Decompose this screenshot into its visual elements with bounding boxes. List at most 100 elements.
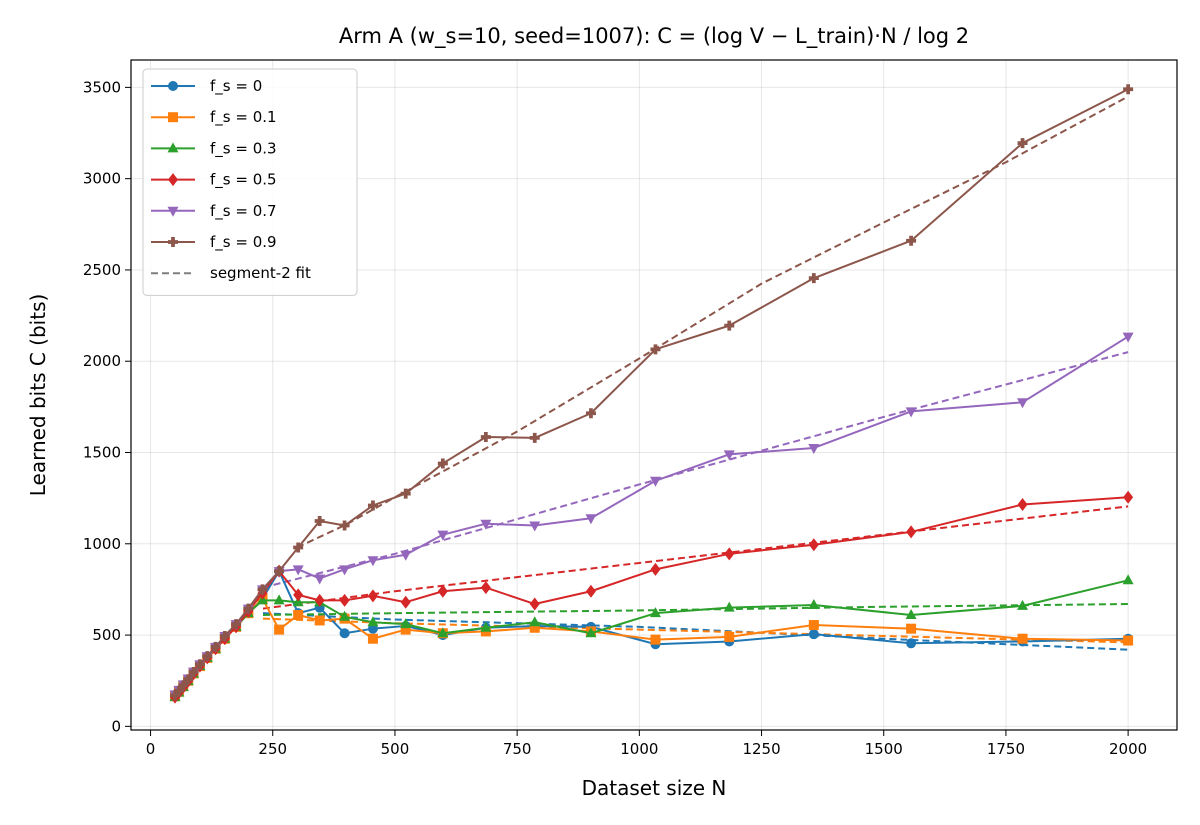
data-point	[400, 595, 411, 609]
data-point	[1017, 599, 1029, 610]
legend-label: f_s = 0.5	[210, 171, 277, 190]
x-tick-label: 500	[381, 740, 410, 758]
data-point	[1122, 332, 1134, 343]
data-point	[178, 680, 189, 691]
data-point	[1017, 633, 1028, 644]
x-tick-label: 2000	[1109, 740, 1147, 758]
x-tick-label: 1750	[987, 740, 1025, 758]
data-point	[724, 631, 735, 642]
data-point	[183, 674, 194, 685]
data-point	[243, 603, 254, 614]
data-point	[437, 458, 448, 469]
data-point	[219, 630, 230, 641]
data-point	[194, 659, 205, 670]
data-point	[529, 432, 540, 443]
series-line	[174, 597, 1129, 697]
data-point	[650, 344, 661, 355]
y-tick-label: 1000	[83, 535, 121, 553]
data-point	[314, 515, 325, 526]
y-tick-label: 2000	[83, 352, 121, 370]
data-point	[906, 623, 917, 634]
fit-line	[262, 505, 1129, 610]
data-point	[339, 628, 350, 639]
data-point	[808, 538, 819, 552]
legend-entry: f_s = 0.9	[151, 233, 277, 252]
y-axis: 0 500 1000 1500 2000 2500 3000 3500	[83, 78, 131, 735]
data-point	[906, 525, 917, 539]
legend-label: segment-2 fit	[210, 264, 311, 282]
y-tick-label: 500	[92, 626, 121, 644]
data-point	[529, 597, 540, 611]
data-point	[293, 588, 304, 602]
series	[169, 566, 1134, 702]
data-point	[257, 584, 268, 595]
data-point	[1123, 490, 1134, 504]
data-point	[167, 142, 179, 153]
data-point	[529, 521, 541, 532]
data-point	[273, 594, 285, 605]
data-point	[367, 616, 379, 627]
y-tick-label: 1500	[83, 444, 121, 462]
y-tick-label: 2500	[83, 261, 121, 279]
data-point	[293, 542, 304, 553]
x-tick-label: 1000	[620, 740, 658, 758]
legend-label: f_s = 0.1	[210, 108, 277, 127]
data-point	[480, 431, 491, 442]
data-point	[1017, 498, 1028, 512]
x-axis-title: Dataset size N	[582, 776, 727, 800]
data-point	[723, 601, 735, 612]
legend-label: f_s = 0	[210, 77, 262, 96]
data-point	[724, 547, 735, 561]
data-point	[231, 619, 242, 630]
legend-entry: f_s = 0.5	[151, 171, 277, 190]
data-point	[339, 565, 351, 576]
x-axis: 0 250 500 750 1000 1250 1500 1750 2000	[146, 730, 1147, 758]
data-point	[1123, 635, 1134, 646]
legend-entry: segment-2 fit	[151, 264, 311, 282]
y-tick-label: 3000	[83, 170, 121, 188]
fit-line	[262, 603, 1129, 616]
chart-title: Arm A (w_s=10, seed=1007): C = (log V − …	[339, 24, 969, 49]
data-point	[808, 273, 819, 284]
legend: f_s = 0 f_s = 0.1 f_s = 0.3 f_s = 0.5 f_s = …	[142, 68, 358, 296]
x-tick-label: 1500	[865, 740, 903, 758]
legend-label: f_s = 0.3	[210, 139, 277, 158]
x-tick-label: 250	[258, 740, 287, 758]
data-point	[400, 550, 412, 561]
data-point	[367, 556, 379, 567]
x-tick-label: 0	[146, 740, 156, 758]
data-point	[314, 574, 326, 585]
y-axis-title: Learned bits C (bits)	[26, 294, 50, 497]
data-point	[650, 562, 661, 576]
legend-label: f_s = 0.9	[210, 233, 277, 252]
data-point	[437, 530, 449, 541]
data-point	[314, 593, 325, 607]
data-point	[367, 633, 378, 644]
data-point	[437, 584, 448, 598]
legend-box	[142, 68, 358, 296]
fit-line	[262, 351, 1129, 589]
data-point	[585, 408, 596, 419]
data-point	[293, 609, 304, 620]
data-point	[274, 566, 285, 577]
data-point	[169, 690, 180, 701]
grid	[131, 60, 1177, 730]
data-point	[173, 685, 184, 696]
series-line	[174, 570, 1129, 697]
data-point	[168, 237, 178, 247]
data-point	[585, 584, 596, 598]
data-point	[367, 589, 378, 603]
data-point	[905, 608, 917, 619]
data-point	[906, 638, 917, 649]
data-point	[1017, 138, 1028, 149]
series-line	[174, 88, 1129, 696]
data-point	[437, 627, 449, 638]
legend-entry: f_s = 0.7	[151, 202, 277, 221]
data-point	[723, 450, 735, 461]
data-point	[529, 622, 540, 633]
legend-entry: f_s = 0	[151, 77, 262, 96]
data-point	[1122, 574, 1134, 585]
data-point	[724, 320, 735, 331]
data-point	[168, 81, 178, 91]
data-point	[1123, 84, 1134, 95]
